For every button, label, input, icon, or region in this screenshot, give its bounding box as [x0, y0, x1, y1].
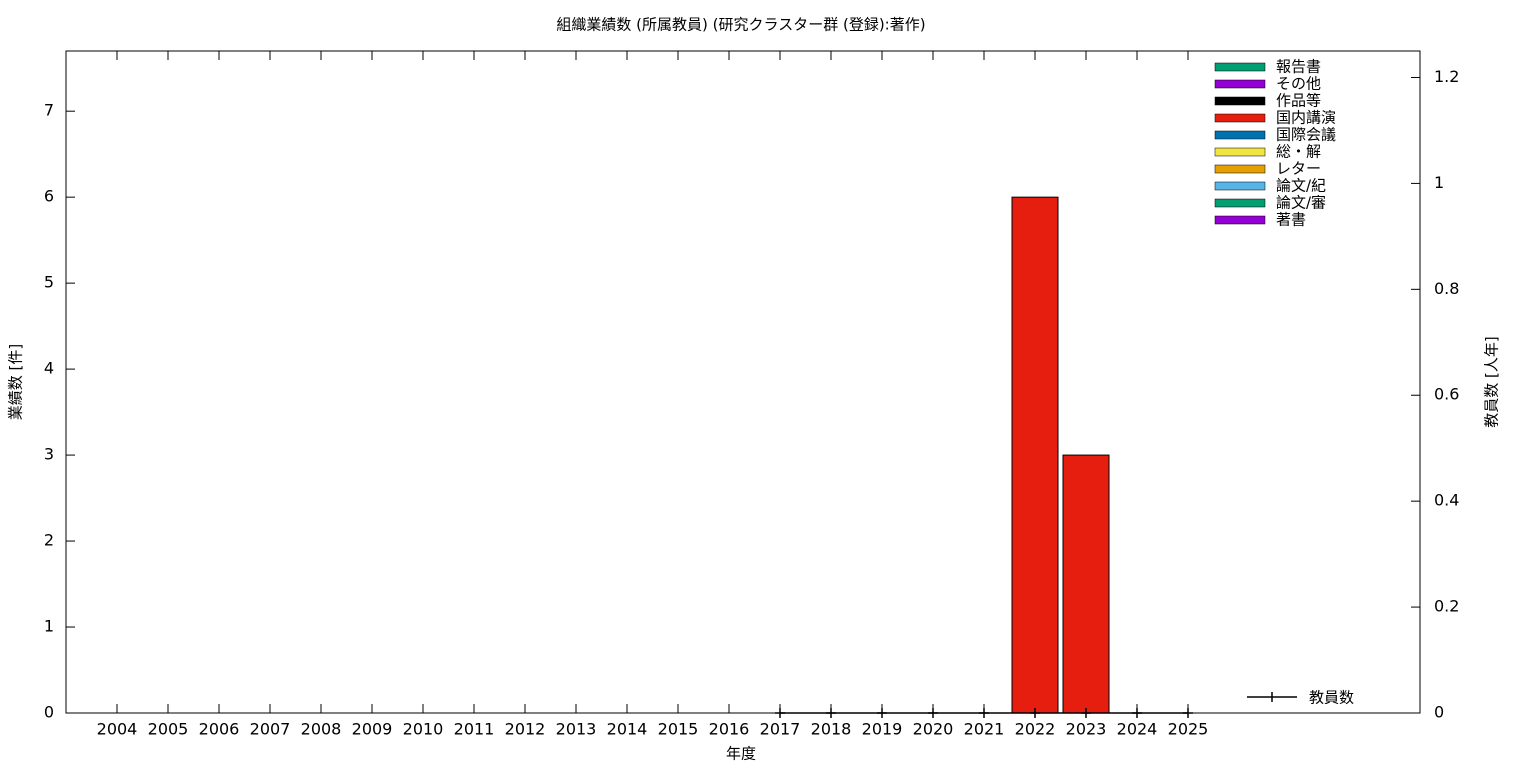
legend-label: 教員数 [1309, 689, 1354, 707]
y2-axis-label: 教員数 [人年] [1483, 336, 1501, 427]
x-tick-label: 2019 [862, 720, 903, 739]
x-tick-label: 2007 [250, 720, 291, 739]
x-tick-label: 2014 [607, 720, 648, 739]
legend-swatch [1214, 164, 1266, 174]
point [1132, 708, 1142, 718]
y-tick-label: 7 [44, 101, 54, 120]
legend-label: 国内講演 [1276, 109, 1336, 127]
bar-segment [1011, 196, 1059, 714]
legend-label: その他 [1276, 75, 1321, 93]
y2-tick-label: 0.6 [1434, 385, 1459, 404]
y-tick-label: 5 [44, 273, 54, 292]
y-tick-label: 0 [44, 703, 54, 722]
bar-segment [1062, 454, 1110, 714]
x-tick-label: 2010 [403, 720, 444, 739]
legend-swatch [1214, 96, 1266, 106]
legend-swatch [1214, 215, 1266, 225]
legend-swatch [1214, 198, 1266, 208]
legend-swatch [1214, 181, 1266, 191]
legend-label: 報告書 [1276, 58, 1321, 76]
point [928, 708, 938, 718]
legend-label: 作品等 [1276, 92, 1321, 110]
x-tick-label: 2017 [760, 720, 801, 739]
x-tick-label: 2022 [1015, 720, 1056, 739]
plot-frame [65, 50, 1421, 714]
legend-swatch [1214, 130, 1266, 140]
y2-tick-label: 0 [1434, 703, 1444, 722]
point [979, 708, 989, 718]
x-tick-label: 2009 [352, 720, 393, 739]
x-axis-label: 年度 [726, 745, 756, 763]
point [1183, 708, 1193, 718]
x-tick-label: 2005 [148, 720, 189, 739]
x-tick-label: 2016 [709, 720, 750, 739]
legend-label: 国際会議 [1276, 126, 1336, 144]
x-tick-label: 2021 [964, 720, 1005, 739]
legend-label: 総・解 [1276, 143, 1321, 161]
y2-tick-label: 0.4 [1434, 491, 1459, 510]
chart-title: 組織業績数 (所属教員) (研究クラスター群 (登録):著作) [556, 16, 925, 34]
legend-label: レター [1276, 160, 1321, 178]
x-tick-label: 2024 [1117, 720, 1158, 739]
y-tick-label: 1 [44, 617, 54, 636]
x-tick-label: 2018 [811, 720, 852, 739]
x-tick-label: 2023 [1066, 720, 1107, 739]
y2-tick-label: 1.2 [1434, 67, 1459, 86]
x-tick-label: 2025 [1168, 720, 1209, 739]
legend-label: 論文/紀 [1276, 177, 1326, 195]
legend-swatch [1214, 62, 1266, 72]
y-tick-label: 3 [44, 445, 54, 464]
x-tick-label: 2004 [97, 720, 138, 739]
y2-tick-label: 0.2 [1434, 597, 1459, 616]
y2-tick-label: 1 [1434, 173, 1444, 192]
x-tick-label: 2012 [505, 720, 546, 739]
legend-label: 著書 [1276, 211, 1306, 229]
y-axis-label: 業績数 [件] [7, 344, 25, 420]
point [877, 708, 887, 718]
legend-swatch [1214, 113, 1266, 123]
x-tick-label: 2020 [913, 720, 954, 739]
point [826, 708, 836, 718]
y-tick-label: 2 [44, 531, 54, 550]
y2-tick-label: 0.8 [1434, 279, 1459, 298]
point [1081, 708, 1091, 718]
legend-swatch [1214, 79, 1266, 89]
x-tick-label: 2008 [301, 720, 342, 739]
legend-swatch [1214, 147, 1266, 157]
point [1030, 708, 1040, 718]
x-tick-label: 2006 [199, 720, 240, 739]
point [775, 708, 785, 718]
x-tick-label: 2013 [556, 720, 597, 739]
legend-label: 論文/審 [1276, 194, 1326, 212]
x-tick-label: 2015 [658, 720, 699, 739]
x-tick-label: 2011 [454, 720, 495, 739]
y-tick-label: 6 [44, 187, 54, 206]
y-tick-label: 4 [44, 359, 54, 378]
